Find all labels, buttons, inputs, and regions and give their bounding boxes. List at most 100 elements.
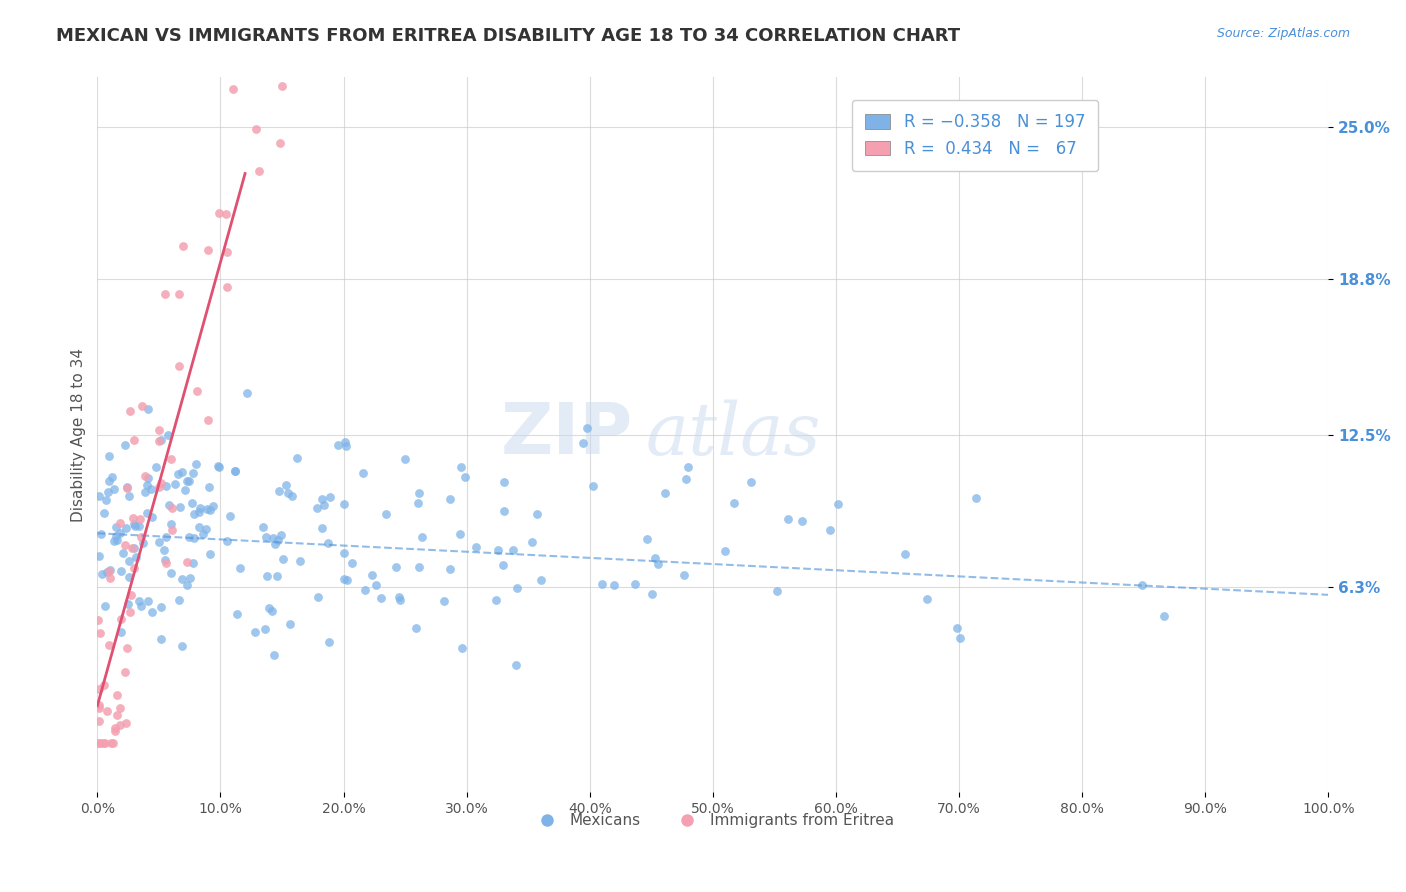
Point [375, 508, 398, 522]
Point [179, 474, 201, 488]
Point [122, 561, 145, 575]
Point [319, 490, 342, 504]
Point [108, 526, 131, 541]
Point [115, 480, 138, 494]
Point [263, 648, 285, 663]
Point [215, 206, 238, 220]
Point [98, 474, 121, 488]
Point [176, 474, 198, 488]
Point [170, 639, 193, 653]
Point [111, 546, 134, 560]
Point [276, 478, 298, 492]
Point [894, 547, 917, 561]
Point [312, 498, 335, 512]
Point [104, 724, 127, 739]
Point [266, 569, 288, 583]
Point [167, 359, 190, 374]
Point [129, 531, 152, 545]
Point [124, 519, 146, 533]
Point [167, 286, 190, 301]
Point [155, 479, 177, 493]
Point [318, 634, 340, 648]
Point [187, 520, 209, 534]
Point [623, 577, 645, 591]
Point [87, 682, 110, 697]
Point [183, 531, 205, 545]
Point [215, 245, 238, 260]
Point [672, 568, 695, 582]
Point [370, 591, 392, 605]
Point [336, 573, 359, 587]
Point [98, 564, 121, 578]
Point [94, 736, 117, 750]
Point [271, 552, 294, 566]
Point [176, 578, 198, 592]
Point [139, 482, 162, 496]
Point [332, 572, 354, 586]
Point [277, 486, 299, 500]
Point [97, 485, 120, 500]
Point [110, 718, 132, 732]
Point [162, 501, 184, 516]
Point [188, 505, 211, 519]
Point [105, 707, 128, 722]
Point [97, 449, 120, 463]
Point [136, 471, 159, 485]
Point [530, 573, 553, 587]
Point [157, 498, 180, 512]
Point [439, 492, 461, 507]
Point [449, 527, 471, 541]
Legend: Mexicans, Immigrants from Eritrea: Mexicans, Immigrants from Eritrea [526, 807, 900, 834]
Point [98, 571, 121, 585]
Point [129, 599, 152, 613]
Point [439, 562, 461, 576]
Point [150, 476, 173, 491]
Point [110, 565, 132, 579]
Point [108, 516, 131, 531]
Point [571, 436, 593, 450]
Point [87, 714, 110, 728]
Point [494, 504, 516, 518]
Point [166, 467, 188, 482]
Point [103, 482, 125, 496]
Point [219, 509, 242, 524]
Point [105, 688, 128, 702]
Point [1130, 578, 1153, 592]
Point [159, 566, 181, 580]
Point [245, 122, 267, 136]
Point [176, 555, 198, 569]
Point [591, 576, 613, 591]
Point [165, 476, 187, 491]
Point [217, 533, 239, 548]
Point [262, 604, 284, 618]
Point [243, 624, 266, 639]
Point [183, 507, 205, 521]
Point [93, 506, 115, 520]
Point [290, 554, 312, 568]
Point [485, 592, 508, 607]
Point [394, 451, 416, 466]
Point [89, 700, 111, 714]
Point [179, 570, 201, 584]
Point [278, 617, 301, 632]
Point [247, 163, 270, 178]
Point [965, 491, 987, 506]
Point [949, 631, 972, 645]
Point [160, 523, 183, 537]
Point [766, 583, 789, 598]
Point [114, 438, 136, 452]
Point [188, 501, 211, 516]
Point [183, 556, 205, 570]
Point [121, 541, 143, 555]
Point [128, 594, 150, 608]
Point [104, 721, 127, 735]
Point [364, 578, 387, 592]
Point [311, 521, 333, 535]
Point [262, 531, 284, 545]
Text: MEXICAN VS IMMIGRANTS FROM ERITREA DISABILITY AGE 18 TO 34 CORRELATION CHART: MEXICAN VS IMMIGRANTS FROM ERITREA DISAB… [56, 27, 960, 45]
Point [575, 421, 598, 435]
Point [114, 665, 136, 679]
Point [174, 483, 197, 497]
Point [198, 502, 221, 516]
Point [636, 532, 658, 546]
